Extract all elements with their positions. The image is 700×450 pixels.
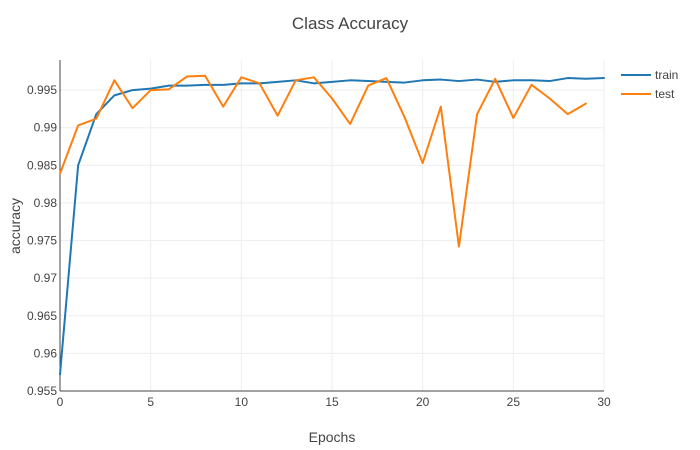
y-tick-label: 0.985 — [27, 158, 57, 172]
axes — [59, 60, 604, 392]
x-tick-label: 25 — [507, 395, 521, 409]
y-tick-label: 0.965 — [27, 309, 57, 323]
x-tick-label: 20 — [416, 395, 430, 409]
legend[interactable]: train test — [621, 68, 678, 101]
series-line-train — [59, 77, 605, 376]
legend-label: train — [655, 68, 678, 82]
chart-title: Class Accuracy — [292, 14, 409, 33]
x-tick-labels: 0 5 10 15 20 25 30 — [57, 395, 611, 409]
legend-item-train[interactable]: train — [621, 68, 678, 82]
x-tick-label: 30 — [597, 395, 611, 409]
y-tick-label: 0.97 — [34, 271, 58, 285]
y-tick-labels: 0.955 0.96 0.965 0.97 0.975 0.98 0.985 0.99 0.99… — [27, 83, 57, 398]
grid-lines — [60, 60, 605, 391]
legend-item-test[interactable]: test — [621, 87, 675, 101]
y-tick-label: 0.975 — [27, 234, 57, 248]
y-axis-title: accuracy — [7, 198, 23, 254]
y-tick-label: 0.995 — [27, 83, 57, 97]
legend-label: test — [655, 87, 675, 101]
y-tick-label: 0.98 — [34, 196, 58, 210]
series-lines — [59, 74, 605, 376]
x-axis-title: Epochs — [309, 429, 356, 445]
y-tick-label: 0.955 — [27, 384, 57, 398]
x-tick-label: 5 — [147, 395, 154, 409]
x-tick-label: 0 — [57, 395, 64, 409]
series-line-test — [59, 74, 587, 248]
x-tick-label: 10 — [235, 395, 249, 409]
y-tick-label: 0.96 — [34, 346, 58, 360]
y-tick-label: 0.99 — [34, 121, 58, 135]
x-tick-label: 15 — [325, 395, 339, 409]
